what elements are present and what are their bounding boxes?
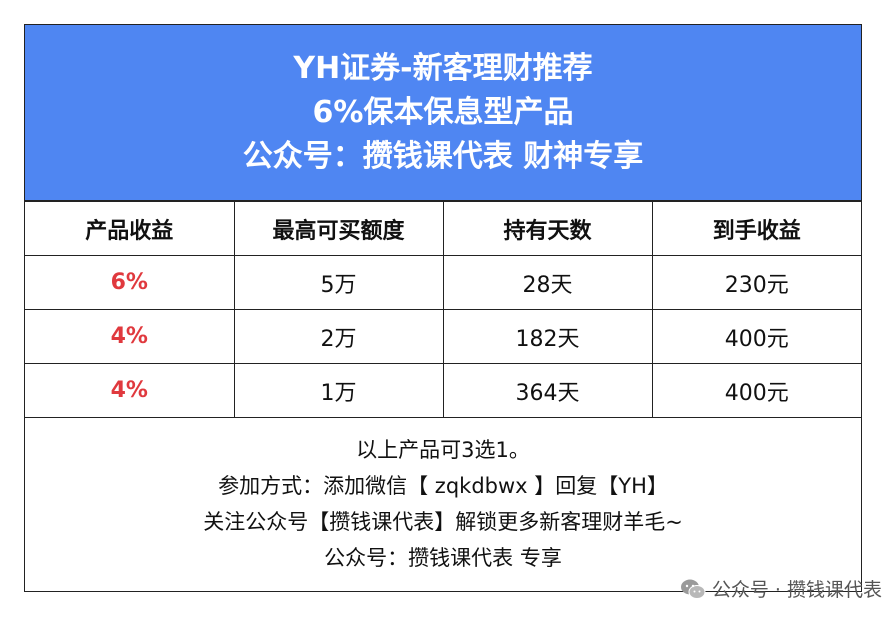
header-holding-days: 持有天数 — [442, 201, 653, 256]
cell-net-return: 230元 — [651, 255, 861, 310]
cell-holding-days: 182天 — [442, 309, 653, 364]
banner-account: 公众号：攒钱课代表 财神专享 — [242, 138, 644, 174]
cell-holding-days: 364天 — [442, 363, 653, 418]
table-row: 4% 2万 182天 400元 — [25, 309, 861, 364]
cell-max-amount: 2万 — [233, 309, 444, 364]
cell-net-return: 400元 — [651, 309, 861, 364]
cell-yield: 6% — [25, 255, 235, 310]
watermark: 公众号 · 攒钱课代表 — [680, 575, 882, 602]
cell-max-amount: 5万 — [233, 255, 444, 310]
table-row: 6% 5万 28天 230元 — [25, 255, 861, 310]
cell-net-return: 400元 — [651, 363, 861, 418]
wechat-icon — [680, 579, 706, 599]
note-exclusive: 公众号：攒钱课代表 专享 — [324, 546, 562, 570]
watermark-text: 公众号 · 攒钱课代表 — [711, 579, 882, 601]
banner-title: YH证券-新客理财推荐 — [293, 50, 593, 86]
table-header-row: 产品收益 最高可买额度 持有天数 到手收益 — [25, 201, 861, 256]
cell-yield: 4% — [25, 309, 235, 364]
cell-yield: 4% — [25, 363, 235, 418]
header-yield: 产品收益 — [25, 201, 235, 256]
cell-holding-days: 28天 — [442, 255, 653, 310]
product-card: YH证券-新客理财推荐 6%保本保息型产品 公众号：攒钱课代表 财神专享 产品收… — [24, 24, 862, 592]
banner-subtitle: 6%保本保息型产品 — [312, 94, 574, 130]
note-join-method: 参加方式：添加微信【 zqkdbwx 】回复【YH】 — [218, 474, 668, 498]
note-follow: 关注公众号【攒钱课代表】解锁更多新客理财羊毛~ — [203, 510, 683, 534]
table-row: 4% 1万 364天 400元 — [25, 363, 861, 418]
notes-section: 以上产品可3选1。 参加方式：添加微信【 zqkdbwx 】回复【YH】 关注公… — [25, 418, 861, 590]
note-choice: 以上产品可3选1。 — [356, 438, 530, 462]
header-max-amount: 最高可买额度 — [233, 201, 444, 256]
title-banner: YH证券-新客理财推荐 6%保本保息型产品 公众号：攒钱课代表 财神专享 — [25, 25, 861, 201]
cell-max-amount: 1万 — [233, 363, 444, 418]
header-net-return: 到手收益 — [651, 201, 861, 256]
product-table: 产品收益 最高可买额度 持有天数 到手收益 6% 5万 28天 230元 4% … — [25, 201, 861, 418]
